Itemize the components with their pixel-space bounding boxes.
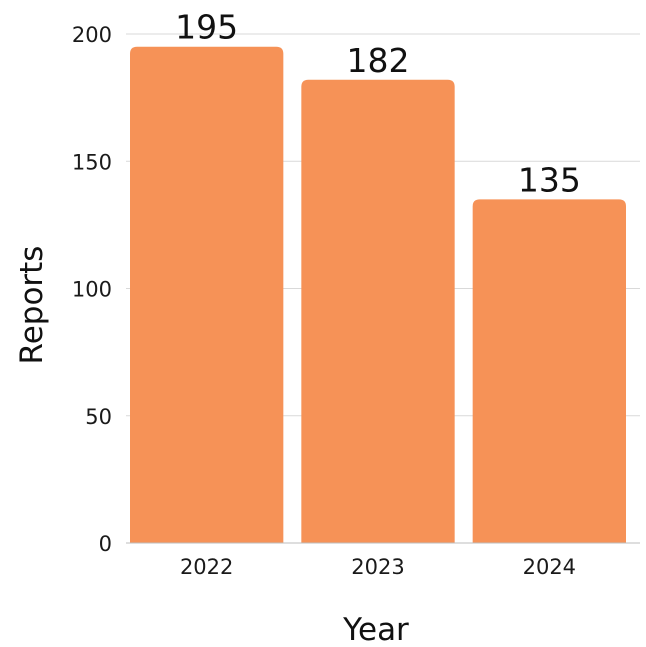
y-axis-ticks: 0 50 100 150 200 (72, 23, 112, 556)
y-tick-label: 0 (99, 532, 112, 556)
x-axis-ticks: 2022 2023 2024 (180, 555, 576, 579)
bar-value-label: 182 (347, 41, 410, 80)
bar-2022 (130, 46, 284, 543)
x-tick-label: 2024 (523, 555, 576, 579)
y-tick-label: 150 (72, 150, 112, 174)
bar-value-label: 195 (175, 8, 238, 47)
x-tick-label: 2023 (351, 555, 404, 579)
x-axis-title: Year (342, 612, 409, 647)
y-tick-label: 200 (72, 23, 112, 47)
bars (130, 46, 626, 544)
x-tick-label: 2022 (180, 555, 233, 579)
bar-value-label: 135 (518, 160, 581, 199)
bar-2023 (301, 79, 455, 543)
y-axis-title: Reports (14, 246, 50, 365)
y-tick-label: 100 (72, 278, 112, 302)
bar-value-labels: 195 182 135 (175, 8, 581, 200)
bar-2024 (472, 199, 626, 544)
y-tick-label: 50 (85, 405, 112, 429)
